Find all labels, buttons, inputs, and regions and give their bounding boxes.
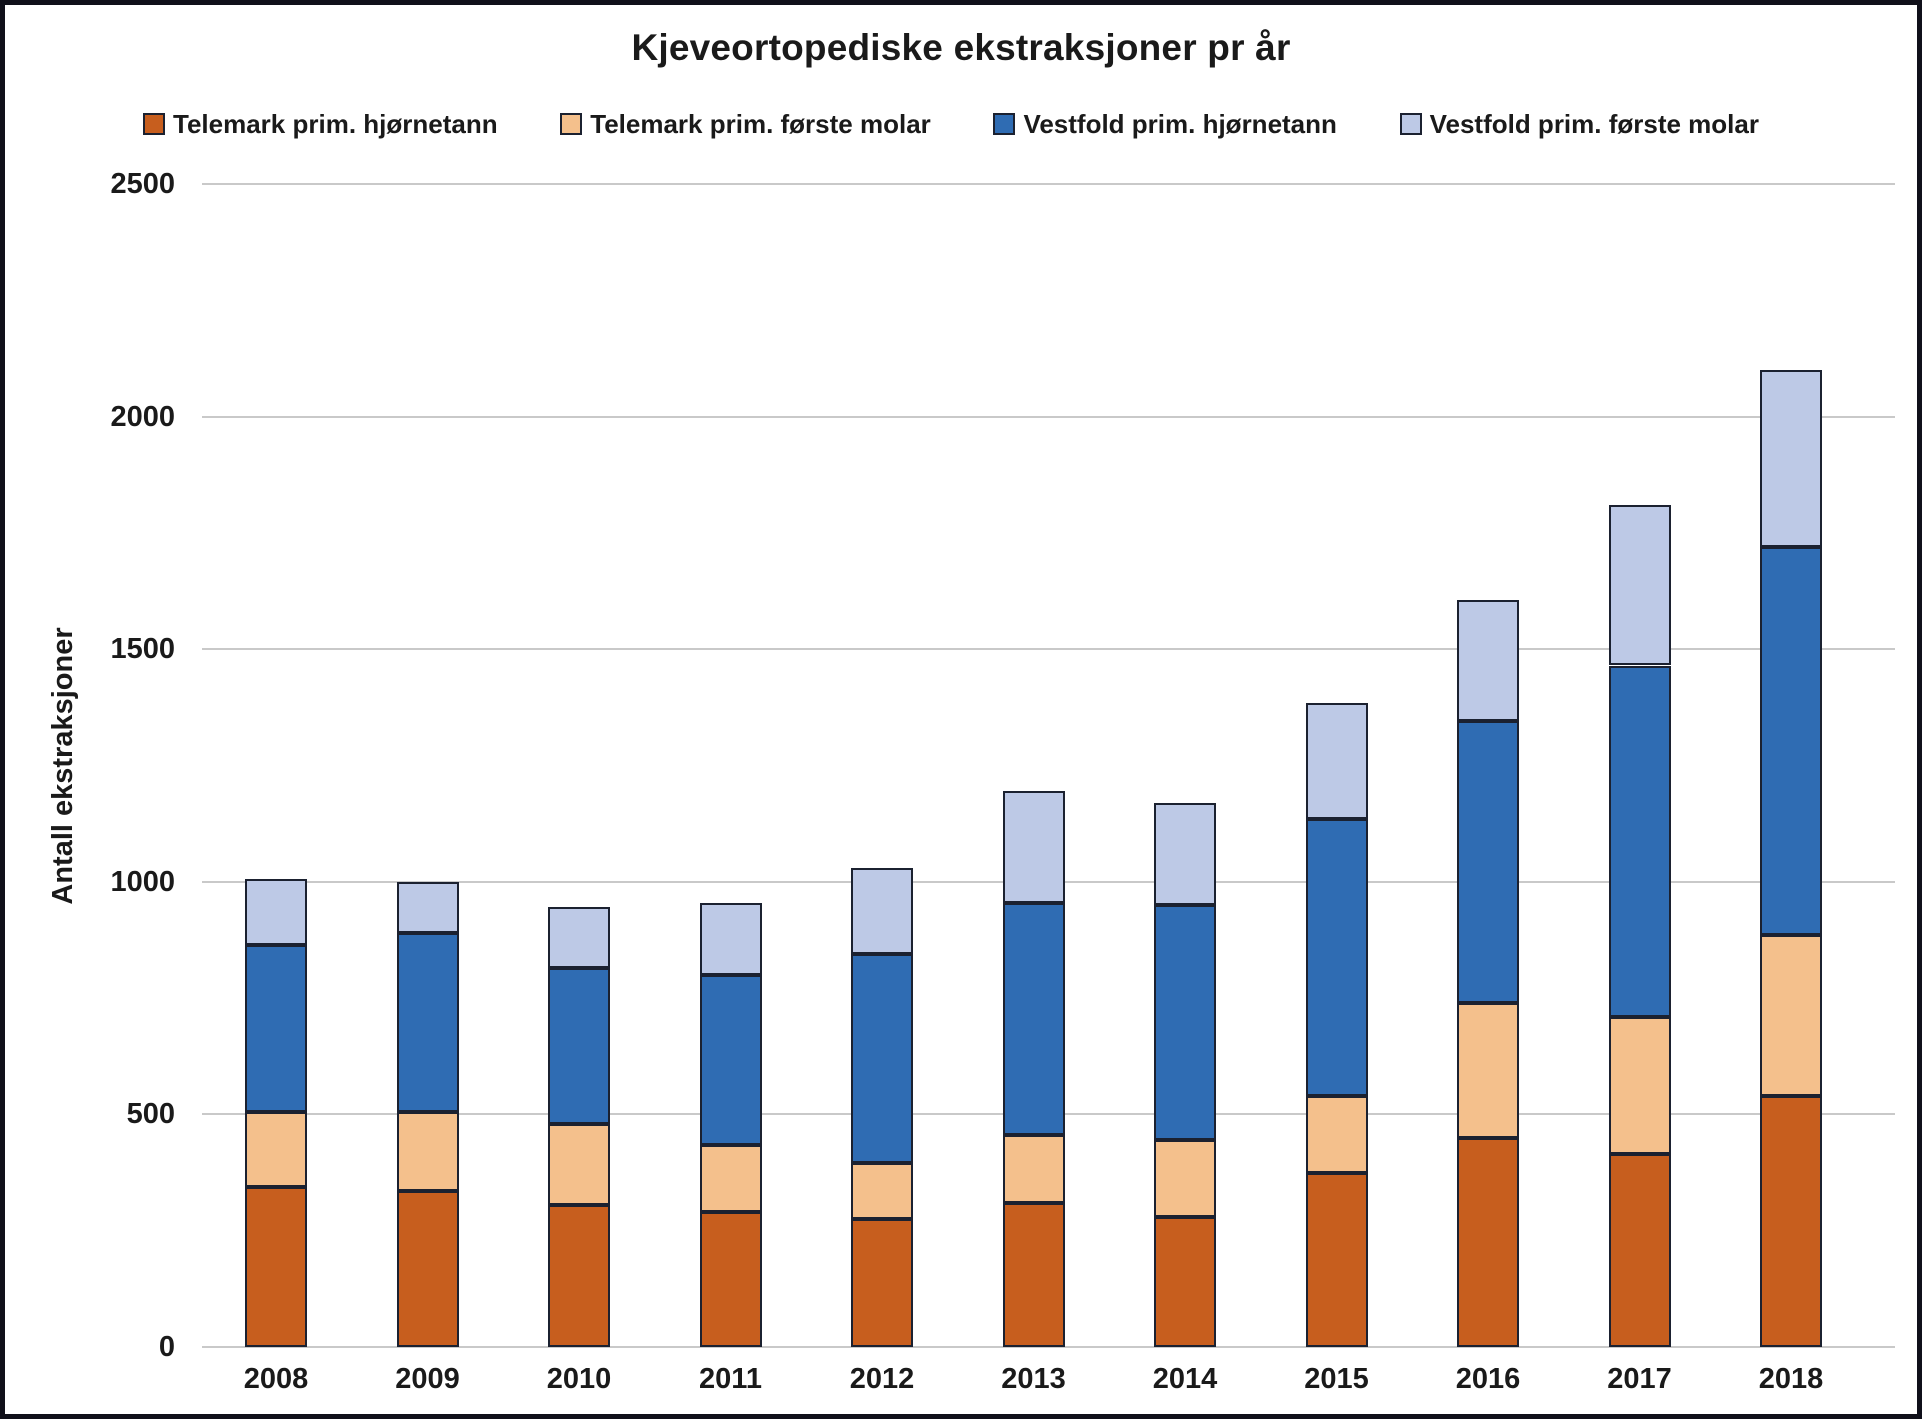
x-axis-label-2012: 2012 [849,1363,915,1395]
bar-segment-2011-telemark-prim-f-rste-molar [699,1144,762,1213]
x-axis-label-2017: 2017 [1607,1363,1672,1395]
chart-legend: Telemark prim. hjørnetann Telemark prim. … [143,103,1759,145]
bar-segment-2010-vestfold-prim-f-rste-molar [548,907,610,968]
legend-label: Vestfold prim. hjørnetann [1023,108,1337,139]
bar-segment-2010-vestfold-prim-hj-rnetann [548,967,610,1124]
bar-segment-2018-telemark-prim-f-rste-molar [1760,935,1822,1096]
bar-segment-2012-telemark-prim-f-rste-molar [851,1163,913,1220]
x-axis-label-2013: 2013 [1001,1363,1066,1395]
bar-segment-2010-telemark-prim-f-rste-molar [548,1123,610,1206]
bar-segment-2009-vestfold-prim-hj-rnetann [396,932,459,1113]
bar-segment-2015-telemark-prim-hj-rnetann [1305,1172,1368,1347]
bar-segment-2014-vestfold-prim-hj-rnetann [1154,905,1216,1140]
y-tick-label-0: 0 [158,1331,175,1363]
bar-segment-2008-telemark-prim-f-rste-molar [245,1112,307,1187]
bar-segment-2016-telemark-prim-hj-rnetann [1457,1137,1519,1347]
legend-label: Telemark prim. hjørnetann [173,108,498,139]
bar-segment-2012-telemark-prim-hj-rnetann [851,1219,913,1347]
bar-segment-2009-telemark-prim-hj-rnetann [396,1191,459,1347]
legend-swatch-icon [1399,113,1422,135]
bar-segment-2017-telemark-prim-hj-rnetann [1608,1153,1671,1347]
bar-segment-2011-vestfold-prim-f-rste-molar [699,902,762,975]
bar-segment-2018-vestfold-prim-hj-rnetann [1760,546,1822,936]
legend-swatch-icon [993,113,1016,135]
x-axis-label-2018: 2018 [1758,1363,1824,1395]
bar-segment-2008-vestfold-prim-hj-rnetann [245,944,307,1113]
legend-item-vestfold-prim-hj-rnetann: Vestfold prim. hjørnetann [993,108,1337,140]
y-tick-label-1500: 1500 [110,633,175,666]
y-tick-label-1000: 1000 [110,865,175,898]
gridline-2500 [202,183,1895,185]
bar-segment-2011-telemark-prim-hj-rnetann [699,1212,762,1347]
bar-segment-2009-vestfold-prim-f-rste-molar [396,881,459,933]
bar-segment-2016-vestfold-prim-f-rste-molar [1457,600,1519,722]
bar-segment-2013-vestfold-prim-hj-rnetann [1002,902,1065,1136]
y-tick-label-2500: 2500 [110,168,175,200]
legend-swatch-icon [560,113,583,135]
bar-segment-2017-telemark-prim-f-rste-molar [1608,1016,1671,1154]
bar-segment-2009-telemark-prim-f-rste-molar [396,1112,459,1192]
y-tick-label-500: 500 [126,1098,175,1131]
x-axis-label-2015: 2015 [1304,1363,1369,1395]
bar-segment-2014-vestfold-prim-f-rste-molar [1154,802,1216,906]
x-axis-label-2009: 2009 [395,1363,460,1395]
bar-segment-2016-telemark-prim-f-rste-molar [1457,1002,1519,1138]
legend-item-telemark-prim-hj-rnetann: Telemark prim. hjørnetann [143,109,498,140]
bar-segment-2015-vestfold-prim-hj-rnetann [1305,819,1368,1096]
legend-label: Telemark prim. første molar [590,108,931,139]
legend-item-telemark-prim-f-rste-molar: Telemark prim. første molar [560,109,931,140]
x-axis-label-2011: 2011 [699,1363,762,1395]
y-tick-label-2000: 2000 [110,400,175,433]
bar-segment-2014-telemark-prim-f-rste-molar [1154,1140,1216,1217]
gridline-1500 [202,648,1895,651]
bar-segment-2018-telemark-prim-hj-rnetann [1760,1095,1822,1347]
legend-swatch-icon [143,113,165,135]
y-axis-title: Antall ekstraksjoner [47,626,79,905]
x-axis-label-2010: 2010 [546,1363,612,1395]
bar-segment-2010-telemark-prim-hj-rnetann [548,1205,610,1347]
bar-segment-2008-vestfold-prim-f-rste-molar [245,879,307,945]
bar-segment-2017-vestfold-prim-f-rste-molar [1608,505,1671,666]
bar-segment-2014-telemark-prim-hj-rnetann [1154,1216,1216,1347]
bar-segment-2015-vestfold-prim-f-rste-molar [1305,702,1368,819]
x-axis-label-2014: 2014 [1152,1363,1218,1395]
bar-segment-2012-vestfold-prim-f-rste-molar [851,867,913,954]
stacked-bar-chart: Kjeveortopediske ekstraksjoner pr år Tel… [5,5,1917,1414]
bar-segment-2013-telemark-prim-f-rste-molar [1002,1135,1065,1203]
bar-segment-2015-telemark-prim-f-rste-molar [1305,1095,1368,1173]
bar-segment-2012-vestfold-prim-hj-rnetann [851,953,913,1164]
plot-area [202,183,1895,1348]
bar-segment-2013-telemark-prim-hj-rnetann [1002,1202,1065,1347]
chart-title: Kjeveortopediske ekstraksjoner pr år [631,27,1291,68]
legend-label: Vestfold prim. første molar [1429,108,1759,139]
bar-segment-2017-vestfold-prim-hj-rnetann [1608,665,1671,1017]
bar-segment-2016-vestfold-prim-hj-rnetann [1457,721,1519,1003]
gridline-0 [202,1346,1895,1348]
gridline-2000 [202,415,1895,418]
legend-item-vestfold-prim-f-rste-molar: Vestfold prim. første molar [1399,108,1759,140]
bar-segment-2013-vestfold-prim-f-rste-molar [1002,791,1065,903]
bar-segment-2008-telemark-prim-hj-rnetann [245,1186,307,1347]
bar-segment-2011-vestfold-prim-hj-rnetann [699,974,762,1145]
bar-segment-2018-vestfold-prim-f-rste-molar [1760,370,1822,547]
x-axis-label-2008: 2008 [243,1363,309,1395]
x-axis-label-2016: 2016 [1455,1363,1521,1395]
